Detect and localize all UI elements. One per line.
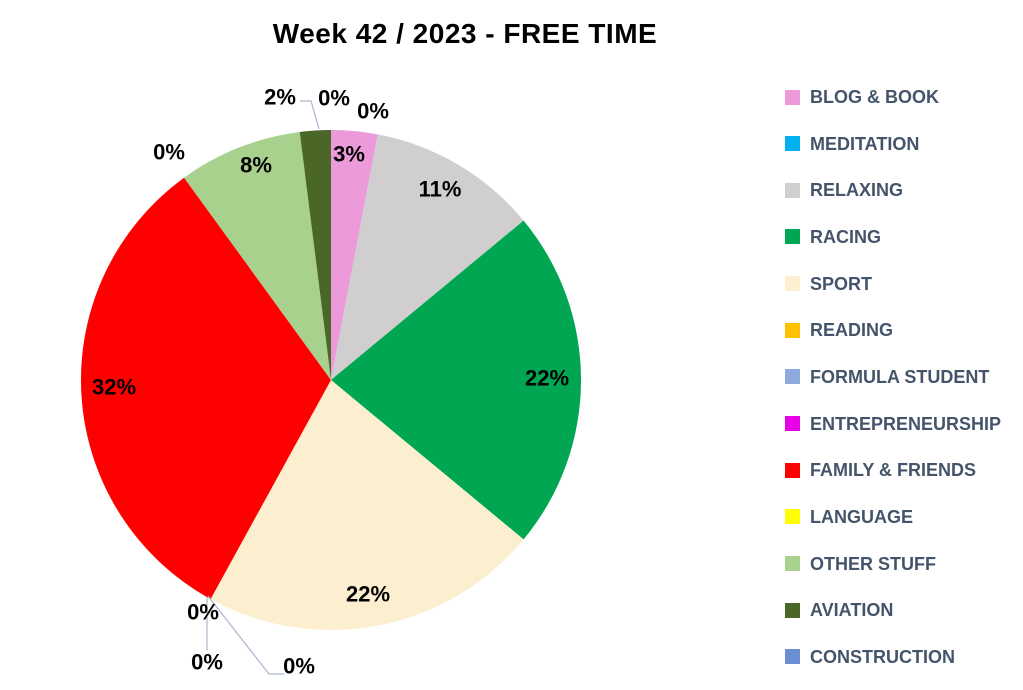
slice-label-family-friends: 32% xyxy=(92,375,136,400)
slice-label-entrepreneurship: 0% xyxy=(283,654,315,679)
slice-label-aviation: 2% xyxy=(264,85,296,110)
slice-label-meditation: 0% xyxy=(357,99,389,124)
slice-label-relaxing: 11% xyxy=(419,177,462,202)
slice-label-blog-book: 3% xyxy=(333,142,365,167)
pie-slice-other-stuff xyxy=(184,132,331,380)
chart-title: Week 42 / 2023 - FREE TIME xyxy=(272,18,658,49)
slice-label-construction: 0% xyxy=(318,86,350,111)
slice-label-other-stuff: 8% xyxy=(240,153,272,178)
label-leader-line xyxy=(207,595,284,675)
slice-label-formula-student: 0% xyxy=(191,650,223,675)
pie-slice-racing xyxy=(331,220,582,540)
pie-slice-aviation xyxy=(299,130,331,380)
pie-slice-family-friends xyxy=(80,177,332,600)
pie-slice-relaxing xyxy=(331,134,524,380)
slice-label-sport: 22% xyxy=(346,582,390,607)
slice-label-racing: 22% xyxy=(525,366,569,391)
pie-slice-blog-book xyxy=(331,129,378,380)
pie-slice-sport xyxy=(210,380,524,631)
label-leader-line xyxy=(300,100,320,130)
slice-label-reading: 0% xyxy=(187,600,219,625)
slice-label-language: 0% xyxy=(153,140,185,165)
